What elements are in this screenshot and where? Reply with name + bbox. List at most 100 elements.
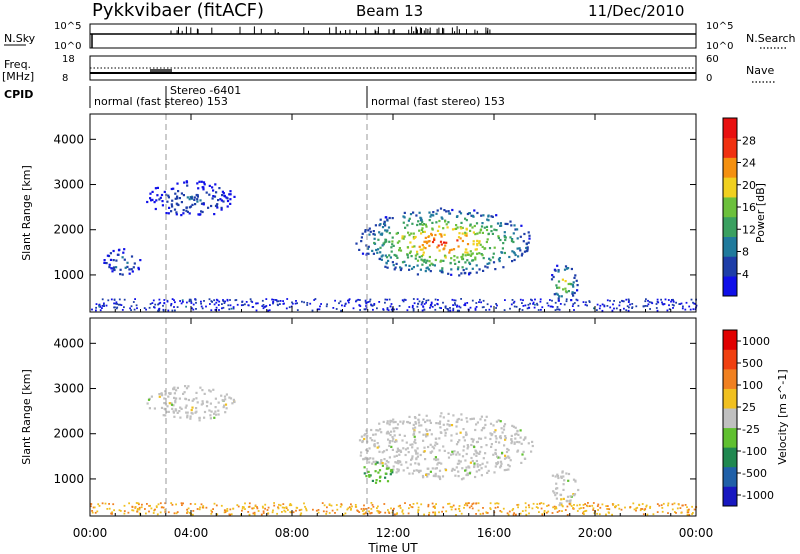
echo-cell	[507, 463, 510, 467]
echo-cell	[451, 208, 454, 212]
echo-cell	[363, 466, 366, 469]
ground-scatter-cell	[592, 502, 595, 504]
echo-cell	[433, 238, 436, 241]
ground-scatter-cell	[573, 309, 575, 311]
echo-cell	[502, 266, 505, 269]
echo-cell	[378, 257, 381, 260]
echo-cell	[408, 251, 412, 255]
echo-cell	[188, 212, 191, 215]
echo-cell	[369, 457, 372, 460]
ground-scatter-cell	[649, 308, 651, 310]
ground-scatter-cell	[435, 503, 437, 505]
x-tick-label: 20:00	[578, 526, 613, 540]
ground-scatter-cell	[358, 511, 361, 513]
echo-cell	[421, 474, 425, 478]
ground-scatter-cell	[377, 511, 380, 514]
echo-cell	[389, 433, 392, 437]
echo-cell	[426, 259, 429, 262]
echo-cell	[221, 194, 224, 197]
ground-scatter-cell	[295, 509, 297, 512]
echo-cell	[163, 402, 166, 405]
echo-cell	[456, 226, 459, 229]
echo-cell	[484, 452, 487, 455]
echo-cell	[500, 224, 503, 227]
echo-cell	[441, 475, 445, 478]
ground-scatter-cell	[635, 305, 638, 308]
echo-cell	[471, 267, 474, 270]
ground-scatter-cell	[534, 298, 536, 301]
colorbar-segment	[723, 486, 737, 507]
echo-cell	[482, 427, 485, 430]
ground-scatter-cell	[517, 506, 519, 509]
ground-scatter-cell	[588, 301, 591, 303]
echo-cell	[556, 293, 559, 296]
echo-cell	[474, 258, 477, 261]
echo-cell	[412, 211, 415, 214]
ground-scatter-cell	[632, 502, 635, 505]
echo-cell	[386, 266, 389, 269]
echo-cell	[452, 248, 456, 251]
ground-scatter-cell	[497, 502, 500, 505]
echo-cell	[485, 240, 488, 244]
echo-cell	[509, 459, 512, 462]
echo-cell	[501, 431, 504, 434]
ground-scatter-cell	[605, 513, 607, 516]
echo-cell	[225, 196, 228, 199]
ground-scatter-cell	[509, 307, 511, 310]
echo-cell	[473, 464, 476, 467]
echo-cell	[486, 262, 489, 265]
echo-cell	[210, 410, 213, 413]
ground-scatter-cell	[560, 503, 563, 506]
echo-cell	[403, 216, 406, 219]
ground-scatter-cell	[472, 502, 475, 505]
ground-scatter-cell	[693, 302, 696, 305]
colorbar-segment	[723, 330, 737, 350]
echo-cell	[186, 210, 189, 213]
ground-scatter-cell	[482, 507, 484, 509]
echo-cell	[500, 427, 503, 430]
ground-scatter-cell	[507, 513, 510, 516]
ground-scatter-cell	[284, 510, 287, 513]
echo-cell	[486, 218, 489, 221]
ground-scatter-cell	[582, 510, 585, 513]
echo-cell	[202, 188, 205, 191]
echo-cell	[368, 474, 371, 477]
ground-scatter-cell	[470, 505, 473, 507]
echo-cell	[388, 441, 391, 444]
echo-cell	[431, 263, 435, 266]
echo-cell	[364, 433, 367, 436]
colorbar-tick-label: 16	[742, 201, 756, 214]
y-tick-label: 1000	[53, 472, 84, 486]
ground-scatter-cell	[671, 503, 674, 506]
colorbar-tick-label: 24	[742, 157, 756, 170]
echo-cell	[504, 222, 507, 225]
echo-cell	[417, 421, 421, 424]
echo-cell	[512, 240, 515, 244]
echo-cell	[393, 440, 397, 443]
ground-scatter-cell	[95, 306, 97, 309]
echo-cell	[434, 258, 437, 262]
echo-cell	[365, 475, 368, 478]
ground-scatter-cell	[355, 299, 358, 302]
ground-scatter-cell	[281, 511, 283, 513]
ground-scatter-cell	[300, 512, 303, 515]
ground-scatter-cell	[408, 507, 410, 510]
echo-cell	[482, 269, 485, 272]
echo-cell	[408, 415, 411, 418]
ground-scatter-cell	[181, 299, 184, 302]
echo-cell	[426, 475, 429, 478]
echo-cell	[420, 232, 423, 235]
echo-cell	[174, 197, 177, 200]
ground-scatter-cell	[464, 302, 467, 305]
ground-scatter-cell	[336, 508, 339, 511]
echo-cell	[516, 247, 519, 250]
ground-scatter-cell	[592, 507, 595, 510]
echo-cell	[201, 210, 204, 214]
echo-cell	[372, 457, 375, 460]
echo-cell	[429, 270, 432, 273]
ground-scatter-cell	[688, 305, 691, 308]
echo-cell	[224, 411, 227, 414]
echo-cell	[372, 252, 375, 255]
ground-scatter-cell	[101, 298, 104, 301]
ground-scatter-cell	[171, 298, 174, 300]
